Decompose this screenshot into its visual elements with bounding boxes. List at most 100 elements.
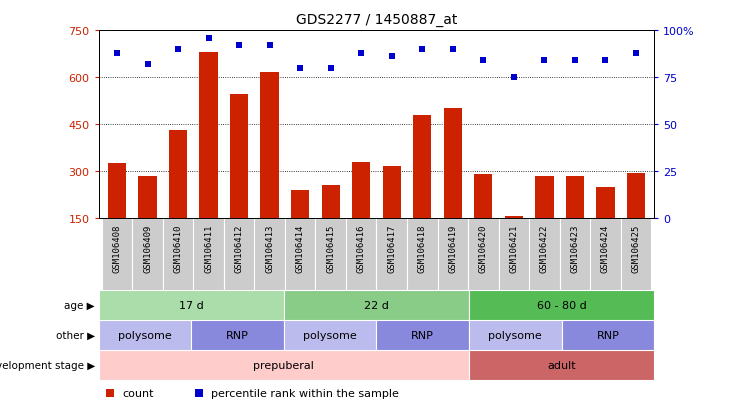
Bar (566, 176, 584, 218)
Bar (382, 167, 401, 218)
Text: prepuberal: prepuberal (254, 360, 314, 370)
Bar (138, 176, 156, 218)
Text: polysome: polysome (303, 330, 357, 340)
Bar (407, 218, 438, 291)
Text: RNP: RNP (596, 330, 619, 340)
Bar (535, 176, 553, 218)
Bar (413, 115, 431, 218)
Point (264, 43, 276, 49)
Point (539, 58, 550, 64)
Text: development stage ▶: development stage ▶ (0, 360, 95, 370)
Bar (132, 218, 163, 291)
Text: GSM106419: GSM106419 (448, 224, 458, 273)
Text: GSM106422: GSM106422 (540, 224, 549, 273)
Point (193, 390, 205, 396)
Text: polysome: polysome (118, 330, 172, 340)
Text: GSM106424: GSM106424 (601, 224, 610, 273)
Bar (224, 218, 254, 291)
Bar (192, 320, 284, 350)
Bar (596, 187, 615, 218)
Text: age ▶: age ▶ (64, 301, 95, 311)
Point (355, 50, 367, 57)
Text: RNP: RNP (226, 330, 249, 340)
Text: RNP: RNP (412, 330, 434, 340)
Bar (284, 291, 469, 320)
Bar (254, 218, 285, 291)
Bar (315, 218, 346, 291)
Text: GSM106408: GSM106408 (113, 224, 121, 273)
Point (325, 65, 336, 72)
Text: GSM106413: GSM106413 (265, 224, 274, 273)
Point (508, 74, 520, 81)
Bar (108, 164, 126, 218)
Text: GSM106420: GSM106420 (479, 224, 488, 273)
Bar (193, 218, 224, 291)
Bar (284, 320, 376, 350)
Text: GSM106418: GSM106418 (417, 224, 427, 273)
Bar (474, 175, 493, 218)
Bar (99, 350, 469, 380)
Bar (469, 320, 561, 350)
Bar (560, 218, 590, 291)
Text: other ▶: other ▶ (56, 330, 95, 340)
Text: GSM106421: GSM106421 (510, 224, 518, 273)
Bar (376, 218, 407, 291)
Bar (376, 320, 469, 350)
Point (447, 46, 458, 53)
Text: GSM106409: GSM106409 (143, 224, 152, 273)
Bar (200, 53, 218, 218)
Bar (102, 218, 132, 291)
Bar (621, 218, 651, 291)
Point (569, 58, 580, 64)
Text: 22 d: 22 d (364, 301, 389, 311)
Bar (99, 291, 284, 320)
Bar (468, 218, 499, 291)
Bar (322, 186, 340, 218)
Text: count: count (122, 388, 154, 399)
Text: 17 d: 17 d (179, 301, 204, 311)
Bar (504, 217, 523, 218)
Point (599, 58, 611, 64)
Bar (260, 73, 279, 218)
Bar (499, 218, 529, 291)
Bar (590, 218, 621, 291)
Bar (469, 350, 654, 380)
Bar (346, 218, 376, 291)
Point (386, 54, 398, 61)
Bar (469, 291, 654, 320)
Point (111, 50, 123, 57)
Text: 60 - 80 d: 60 - 80 d (537, 301, 586, 311)
Bar (529, 218, 560, 291)
Point (104, 390, 115, 396)
Bar (163, 218, 193, 291)
Text: percentile rank within the sample: percentile rank within the sample (211, 388, 399, 399)
Text: polysome: polysome (488, 330, 542, 340)
Bar (438, 218, 468, 291)
Text: GSM106414: GSM106414 (295, 224, 305, 273)
Bar (626, 173, 645, 218)
Bar (291, 190, 309, 218)
Text: GSM106425: GSM106425 (632, 224, 640, 273)
Bar (352, 162, 371, 218)
Point (417, 46, 428, 53)
Text: GSM106412: GSM106412 (235, 224, 243, 273)
Bar (285, 218, 315, 291)
Text: GSM106410: GSM106410 (173, 224, 183, 273)
Bar (444, 109, 462, 218)
Text: GSM106417: GSM106417 (387, 224, 396, 273)
Point (477, 58, 489, 64)
Bar (561, 320, 654, 350)
Text: GSM106415: GSM106415 (326, 224, 336, 273)
Title: GDS2277 / 1450887_at: GDS2277 / 1450887_at (296, 13, 457, 27)
Bar (230, 95, 249, 218)
Point (142, 62, 154, 68)
Point (202, 35, 214, 42)
Text: adult: adult (548, 360, 576, 370)
Bar (99, 320, 192, 350)
Point (233, 43, 245, 49)
Bar (169, 131, 187, 218)
Point (295, 65, 306, 72)
Point (173, 46, 184, 53)
Point (630, 50, 642, 57)
Text: GSM106423: GSM106423 (570, 224, 580, 273)
